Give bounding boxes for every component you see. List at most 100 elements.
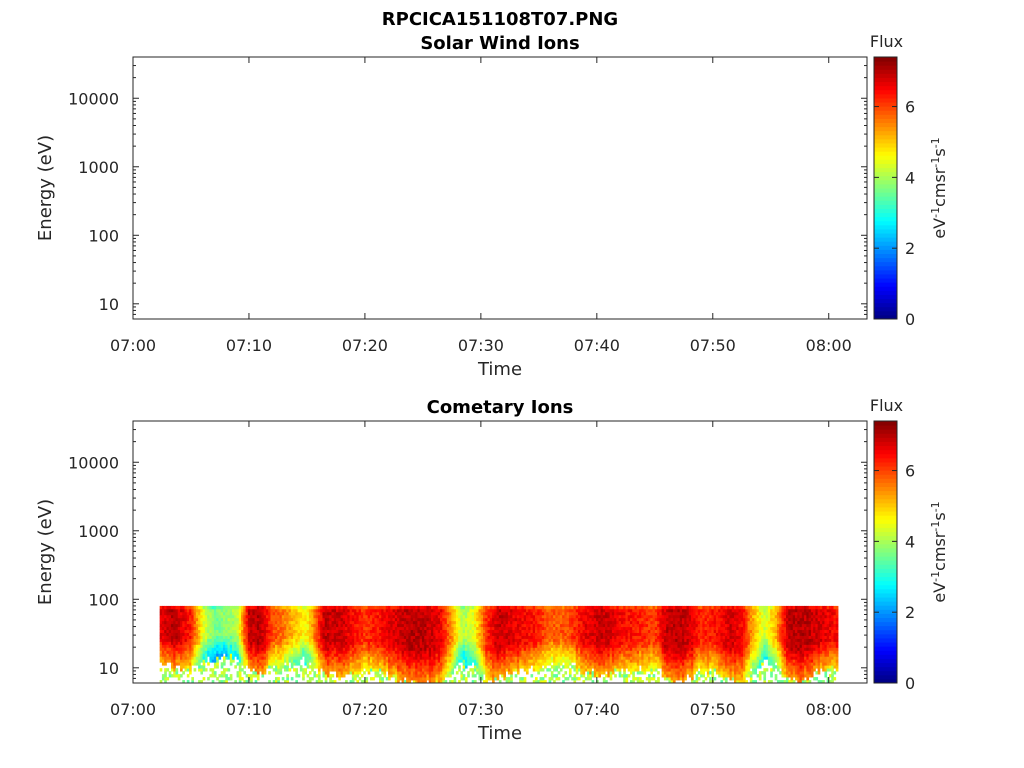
flux-cell [516,668,520,672]
flux-cell [338,638,341,642]
flux-cell [620,641,624,645]
flux-cell [544,665,547,669]
flux-cell [519,641,522,645]
flux-cell [514,635,518,639]
flux-cell [544,650,547,654]
flux-cell [401,647,405,651]
flux-cell [302,641,305,645]
flux-cell [394,665,398,669]
flux-cell [293,647,296,651]
flux-cell [263,659,267,663]
flux-cell [446,653,450,657]
colorbar-segment [874,290,897,295]
flux-cell [220,674,224,678]
flux-cell [577,677,581,681]
flux-cell [611,623,615,628]
flux-cell [354,629,357,633]
flux-cell [345,644,348,648]
flux-cell [401,641,405,645]
flux-cell [582,638,586,642]
flux-cell [252,620,256,625]
flux-cell [349,647,353,651]
flux-cell [164,608,167,613]
flux-cell [234,632,237,636]
flux-cell [381,608,384,613]
flux-cell [376,635,380,639]
flux-cell [451,656,455,660]
flux-cell [478,653,482,657]
flux-cell [424,614,427,619]
flux-cell [496,653,500,657]
flux-cell [293,653,296,657]
flux-cell [539,659,543,663]
flux-cell [263,647,267,651]
flux-cell [415,659,418,663]
flux-cell [473,632,477,636]
flux-cell [451,659,455,663]
flux-cell [566,656,570,660]
flux-cell [349,680,353,684]
flux-cell [582,623,586,628]
flux-cell [202,665,206,669]
flux-cell [449,620,452,625]
flux-cell [401,668,405,672]
flux-cell [272,653,276,657]
flux-cell [539,677,543,681]
flux-cell [516,644,520,648]
flux-cell [399,668,403,672]
flux-cell [503,647,507,651]
flux-cell [256,608,260,613]
flux-cell [512,623,516,628]
flux-cell [431,650,434,654]
flux-cell [577,617,581,622]
flux-cell [161,632,165,636]
flux-cell [288,656,292,660]
flux-cell [367,668,371,672]
flux-cell [379,611,382,616]
flux-cell [568,644,572,648]
flux-cell [455,656,459,660]
colorbar-segment [874,196,897,201]
flux-cell [593,659,597,663]
flux-cell [528,626,531,631]
flux-cell [313,653,317,657]
flux-cell [379,650,382,654]
flux-cell [394,647,398,651]
flux-cell [385,665,389,669]
flux-cell [222,617,226,622]
flux-cell [602,626,606,631]
flux-cell [557,635,561,639]
flux-cell [175,647,179,651]
flux-cell [455,671,459,675]
flux-cell [399,647,403,651]
flux-cell [467,671,470,675]
flux-cell [553,608,556,613]
flux-cell [229,641,233,645]
flux-cell [397,644,400,648]
flux-cell [394,668,398,672]
flux-cell [580,647,583,651]
flux-cell [505,614,509,619]
flux-cell [440,605,443,610]
flux-cell [587,605,590,610]
flux-cell [446,614,450,619]
flux-cell [496,617,500,622]
flux-cell [623,674,626,678]
flux-cell [173,611,176,616]
flux-cell [347,656,350,660]
flux-cell [467,608,470,613]
flux-cell [189,638,192,642]
flux-cell [295,614,298,619]
flux-cell [213,641,217,645]
flux-cell [236,617,240,622]
flux-cell [379,644,382,648]
flux-cell [333,626,337,631]
flux-cell [220,653,224,657]
flux-cell [446,674,450,678]
flux-cell [605,638,608,642]
flux-cell [209,674,213,678]
flux-cell [455,614,459,619]
flux-cell [480,662,484,666]
flux-cell [281,644,285,648]
flux-cell [189,668,192,672]
